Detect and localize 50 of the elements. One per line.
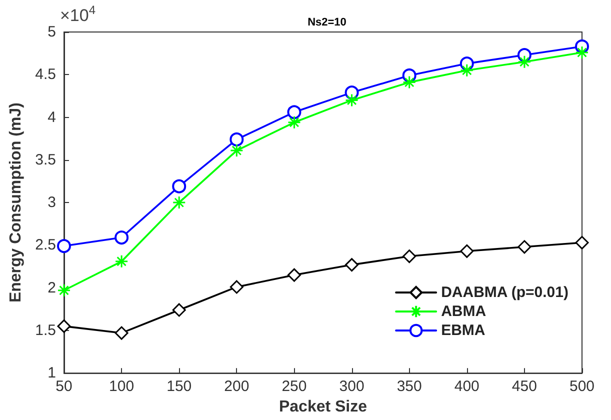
point — [575, 236, 589, 250]
point — [460, 244, 474, 258]
y-tick-label: 4.5 — [35, 66, 56, 84]
legend-label: EBMA — [441, 322, 486, 339]
point — [287, 268, 301, 282]
x-tick-label: 200 — [224, 378, 250, 396]
point — [287, 105, 302, 120]
point — [57, 319, 71, 333]
point — [345, 258, 359, 272]
y-tick-label: 2.5 — [35, 236, 56, 254]
point — [230, 132, 244, 146]
point — [230, 144, 244, 158]
x-tick-label: 500 — [569, 378, 595, 396]
point — [287, 116, 301, 130]
point — [57, 239, 71, 254]
point — [345, 93, 359, 107]
y-tick-label: 4 — [48, 108, 56, 126]
chart-title: Ns2=10 — [308, 16, 346, 28]
y-tick-label: 5 — [48, 24, 56, 40]
point — [575, 46, 589, 60]
point — [402, 250, 416, 264]
point — [518, 240, 532, 254]
point — [230, 280, 244, 294]
point — [114, 230, 129, 245]
x-tick-label: 350 — [396, 378, 422, 396]
point — [57, 284, 71, 298]
point — [172, 196, 186, 210]
y-axis-title: Energy Consumption (mJ) — [8, 102, 24, 303]
point — [402, 76, 416, 90]
x-tick-label: 100 — [109, 378, 134, 396]
point — [114, 326, 128, 340]
y-tick-label: 3 — [48, 194, 56, 212]
x-tick-label: 400 — [454, 378, 480, 396]
legend-label: DAABMA (p=0.01) — [441, 284, 568, 301]
x-tick-label: 300 — [339, 378, 364, 396]
y-tick-label: 1 — [48, 364, 56, 382]
y-tick-label: 3.5 — [35, 151, 56, 168]
y-tick-label: 1.5 — [35, 322, 56, 339]
x-tick-label: 250 — [282, 378, 307, 396]
x-tick-label: 450 — [512, 378, 537, 396]
point — [460, 64, 474, 78]
point — [172, 303, 186, 317]
legend-label: ABMA — [441, 303, 486, 320]
x-tick-label: 50 — [56, 378, 72, 396]
y-tick-label: 2 — [48, 279, 56, 296]
point — [114, 254, 128, 268]
x-tick-label: 150 — [166, 378, 192, 396]
x-axis-title: Packet Size — [278, 398, 368, 416]
point — [172, 179, 186, 194]
point — [518, 55, 532, 69]
